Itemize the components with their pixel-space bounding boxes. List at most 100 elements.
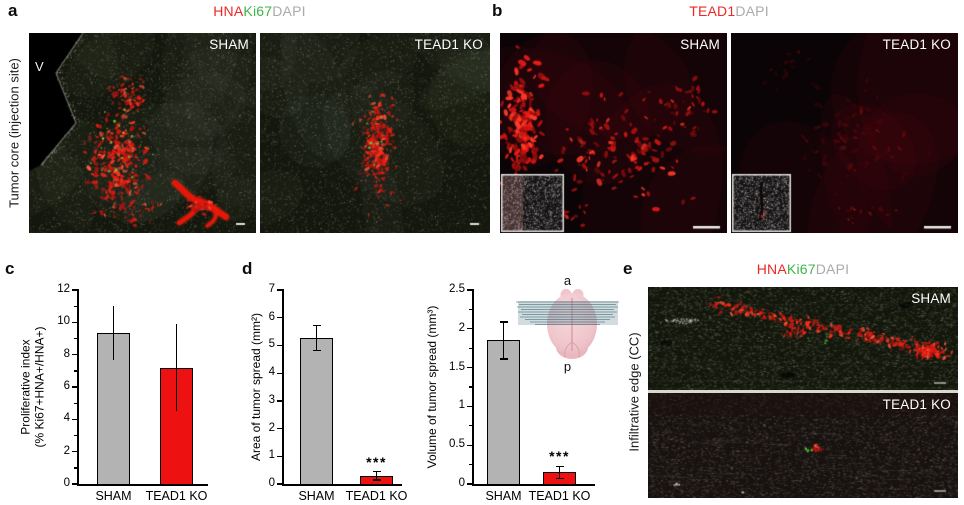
y-major-tick [277, 427, 282, 430]
brain-schematic [516, 289, 619, 359]
y-tick-label: 0 [63, 477, 70, 489]
y-major-tick [72, 289, 77, 291]
overlay-label-tead1ko: TEAD1 KO [882, 37, 951, 52]
y-tick-label: 7 [268, 283, 275, 295]
panel-c-letter: c [5, 259, 15, 278]
y-major-tick [467, 483, 472, 485]
y-major-tick [277, 344, 282, 347]
y-major-tick [72, 483, 77, 485]
brain-inset: a [515, 274, 620, 382]
y-major-tick [277, 317, 282, 319]
y-minor-tick [469, 347, 472, 349]
y-major-tick [72, 321, 77, 324]
panel-d-letter: d [242, 259, 253, 278]
panel-e-image-tead1ko: TEAD1 KO [648, 393, 958, 498]
panel-a-title-hna: HNA [213, 3, 244, 19]
panel-a-image-tead1ko: TEAD1 KO [260, 33, 490, 233]
y-major-tick [467, 444, 472, 446]
y-major-tick [72, 451, 77, 453]
y-axis-label: Proliferative index (% Ki67+HNA+/HNA+) [18, 326, 47, 448]
micrograph-e-sham [648, 287, 958, 390]
panel-e-title: HNAKi67DAPI [648, 261, 958, 277]
chart-volume-of-tumor-spread: 0 0.5 1 1.5 2 2.5 SHAM TEAD1 KO *** Volume of tum… [410, 258, 620, 505]
error-bar [175, 323, 178, 412]
micrograph-b-tead1ko [731, 33, 958, 233]
overlay-label-sham: SHAM [680, 37, 720, 52]
chart-proliferative-index: 0 2 4 6 8 10 12 SHAM TEAD1 KO Proliferative index… [0, 258, 215, 505]
overlay-label-tead1ko: TEAD1 KO [882, 397, 951, 412]
y-major-tick [72, 418, 77, 421]
overlay-label-sham: SHAM [209, 37, 249, 52]
y-minor-tick [74, 305, 77, 307]
x-category-label: TEAD1 KO [528, 489, 591, 503]
overlay-label-tead1ko: TEAD1 KO [414, 37, 483, 52]
y-minor-tick [74, 467, 77, 469]
y-major-tick [467, 328, 472, 330]
error-bar [502, 321, 505, 360]
y-tick-label: 3 [268, 393, 275, 406]
y-tick-label: 8 [63, 347, 70, 360]
error-cap-bottom [312, 349, 321, 352]
error-bar [315, 325, 318, 351]
y-tick-label: 0 [458, 477, 465, 489]
y-major-tick [277, 400, 282, 402]
y-tick-label: 2 [458, 321, 465, 334]
y-tick-label: 4 [268, 366, 275, 379]
micrograph-e-tead1ko [648, 393, 958, 498]
panel-a-title: HNAKi67DAPI [29, 3, 490, 19]
x-axis-line [472, 484, 595, 486]
error-cap-bottom [499, 358, 508, 360]
error-bar [558, 466, 561, 479]
chart-area-of-tumor-spread: 0 1 2 3 4 5 6 7 SHAM TEAD1 KO *** Area of tumor spr… [220, 258, 415, 505]
y-minor-tick [74, 370, 77, 372]
y-minor-tick [469, 425, 472, 427]
y-tick-label: 6 [268, 310, 275, 323]
y-major-tick [72, 354, 77, 356]
brain-posterior-label: p [563, 359, 572, 374]
micrograph-b-sham [500, 33, 727, 233]
panel-a-title-dapi: DAPI [272, 3, 306, 19]
x-category-label: SHAM [485, 489, 522, 503]
y-tick-label: 0 [268, 477, 275, 489]
y-tick-label: 4 [63, 412, 70, 425]
y-axis-line [282, 289, 284, 485]
overlay-label-sham: SHAM [911, 291, 951, 306]
y-minor-tick [469, 308, 472, 311]
error-cap-top [555, 465, 564, 467]
significance-stars: *** [366, 453, 387, 470]
error-cap-bottom [372, 479, 381, 481]
error-cap-top [312, 324, 321, 327]
y-tick-label: 12 [57, 283, 70, 295]
x-axis-line [282, 484, 402, 486]
panel-e-title-ki67: Ki67 [786, 261, 816, 277]
y-tick-label: 2 [268, 421, 275, 434]
panel-b-image-sham: SHAM [500, 33, 727, 233]
panel-e-divider [648, 390, 958, 393]
x-axis-line [77, 484, 208, 486]
y-major-tick [277, 289, 282, 291]
panel-b-letter: b [492, 1, 503, 20]
micrograph-a-tead1ko [260, 33, 490, 233]
y-tick-label: 1 [458, 399, 465, 412]
panel-b-title: TEAD1DAPI [500, 3, 958, 19]
y-axis-line [77, 289, 79, 485]
error-cap-bottom [555, 477, 564, 480]
error-cap-top [372, 470, 381, 473]
panel-e-side-label: Infiltrative edge (CC) [626, 332, 642, 452]
brain-anterior-label: a [563, 273, 572, 288]
y-tick-label: 10 [57, 315, 70, 328]
y-axis-label: Volume of tumor spread (mm³) [424, 305, 439, 469]
error-bar [112, 306, 115, 360]
y-minor-tick [469, 386, 472, 388]
y-major-tick [72, 386, 77, 388]
y-tick-label: 1 [268, 449, 275, 462]
y-axis-label: Area of tumor spread (mm²) [248, 312, 263, 462]
y-axis-line [472, 289, 474, 485]
panel-a-title-ki67: Ki67 [243, 3, 273, 19]
y-major-tick [277, 455, 282, 457]
error-bar [375, 471, 378, 480]
y-minor-tick [74, 434, 77, 437]
panel-a-side-label: Tumor core (injection site) [6, 58, 22, 208]
bar-sham [487, 340, 520, 484]
